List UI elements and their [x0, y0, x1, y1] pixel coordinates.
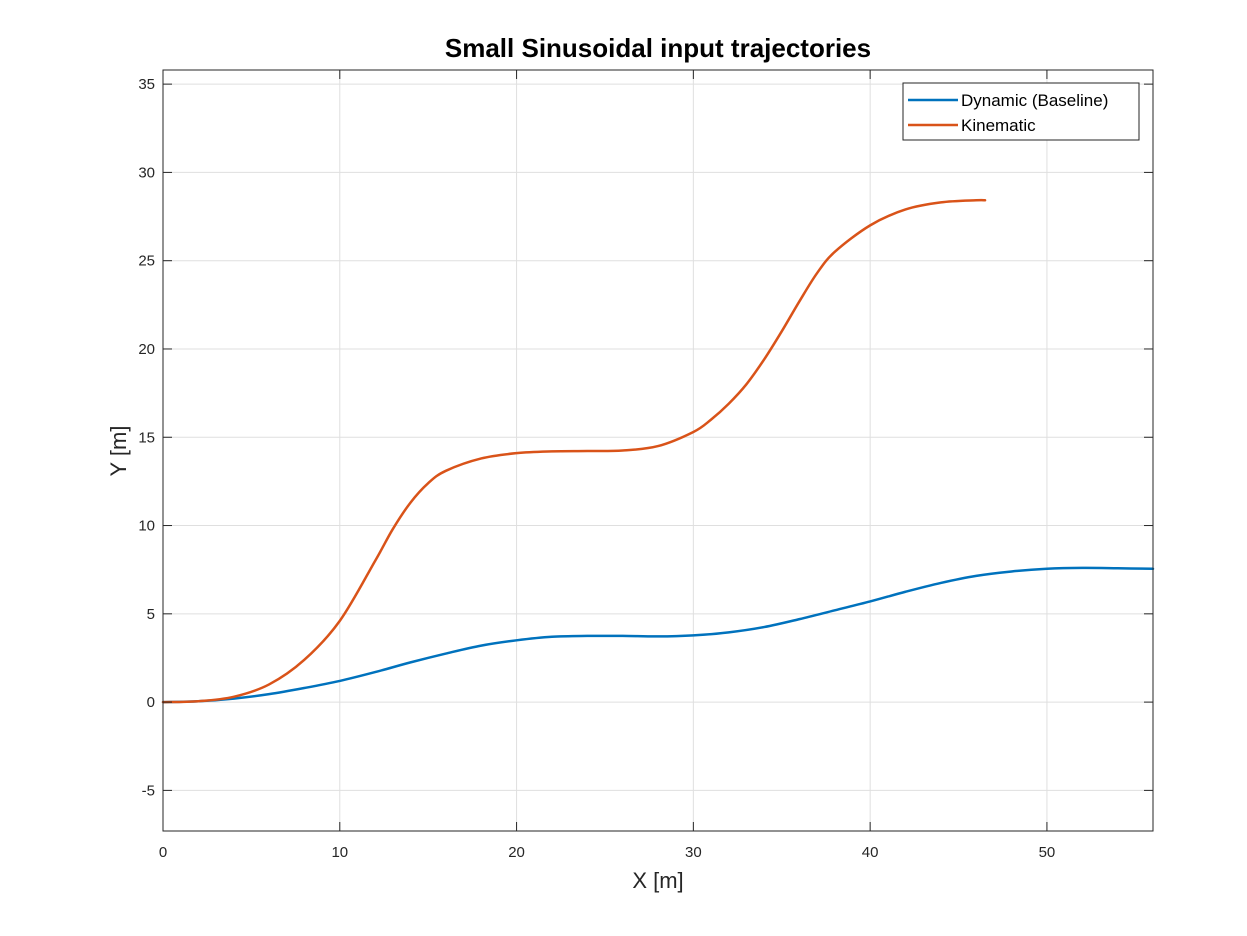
axis-ticks: 0 10 20 30 40 50 -5 0 5 10 15 20 25 30 35: [138, 70, 1153, 861]
x-tick-label: 30: [685, 844, 702, 861]
y-tick-label: 5: [147, 606, 155, 623]
plot-frame: [162, 69, 1154, 832]
x-tick-label: 40: [862, 844, 879, 861]
y-axis-label: Y [m]: [106, 426, 131, 477]
y-tick-label: 30: [138, 164, 155, 181]
y-tick-label: 20: [138, 341, 155, 358]
series-line-kinematic: [161, 198, 987, 704]
y-tick-label: 10: [138, 518, 155, 535]
y-tick-label: 35: [138, 76, 155, 93]
x-axis-label: X [m]: [632, 868, 683, 893]
legend-label-dynamic: Dynamic (Baseline): [961, 91, 1108, 110]
legend-box: [902, 82, 1140, 141]
chart-title: Small Sinusoidal input trajectories: [445, 33, 871, 63]
x-tick-label: 10: [331, 844, 348, 861]
y-tick-label: 25: [138, 253, 155, 270]
x-tick-label: 0: [159, 844, 167, 861]
legend-label-kinematic: Kinematic: [961, 116, 1036, 135]
x-tick-label: 50: [1039, 844, 1056, 861]
y-tick-label: -5: [142, 782, 155, 799]
legend: Dynamic (Baseline) Kinematic: [902, 82, 1140, 141]
y-tick-label: 0: [147, 694, 155, 711]
grid-lines: [162, 70, 1153, 831]
series-line-dynamic-baseline: [161, 566, 1155, 704]
y-tick-label: 15: [138, 429, 155, 446]
x-tick-label: 20: [508, 844, 525, 861]
plot-area: [163, 70, 1153, 831]
series-layer: [161, 198, 1155, 704]
